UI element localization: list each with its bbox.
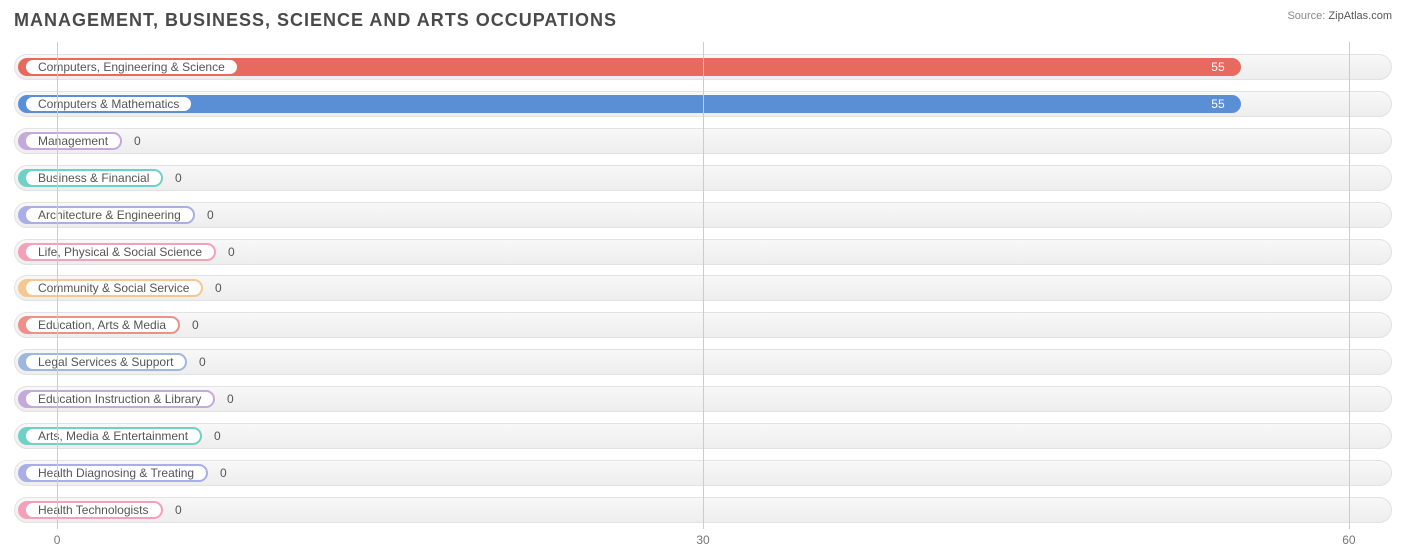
category-label-pill: Health Technologists bbox=[24, 501, 163, 519]
category-label-pill: Education Instruction & Library bbox=[24, 390, 215, 408]
category-label-pill: Computers & Mathematics bbox=[24, 95, 193, 113]
bar-value: 0 bbox=[175, 165, 182, 191]
source-attribution: Source: ZipAtlas.com bbox=[1287, 10, 1392, 22]
chart-area: Computers, Engineering & Science55Comput… bbox=[14, 42, 1392, 529]
bar-value: 0 bbox=[227, 386, 234, 412]
bar-value: 0 bbox=[220, 460, 227, 486]
category-label-pill: Business & Financial bbox=[24, 169, 163, 187]
category-label-pill: Education, Arts & Media bbox=[24, 316, 180, 334]
bar-value: 0 bbox=[192, 312, 199, 338]
category-label-pill: Health Diagnosing & Treating bbox=[24, 464, 208, 482]
x-axis-tick-label: 0 bbox=[54, 533, 61, 547]
x-axis-tick-label: 60 bbox=[1342, 533, 1355, 547]
x-axis-labels: 0 30 60 bbox=[14, 533, 1392, 551]
bar-value: 55 bbox=[1211, 54, 1224, 80]
category-label-pill: Community & Social Service bbox=[24, 279, 203, 297]
bar-fill bbox=[18, 95, 1241, 113]
category-label-pill: Legal Services & Support bbox=[24, 353, 187, 371]
bar-value: 55 bbox=[1211, 91, 1224, 117]
gridline bbox=[1349, 42, 1350, 529]
bar-value: 0 bbox=[228, 239, 235, 265]
source-label: Source: bbox=[1287, 10, 1325, 22]
plot-area: Computers, Engineering & Science55Comput… bbox=[14, 42, 1392, 529]
bar-value: 0 bbox=[134, 128, 141, 154]
x-axis-tick-label: 30 bbox=[696, 533, 709, 547]
chart-container: MANAGEMENT, BUSINESS, SCIENCE AND ARTS O… bbox=[0, 0, 1406, 559]
bar-value: 0 bbox=[207, 202, 214, 228]
bar-value: 0 bbox=[215, 275, 222, 301]
bar-value: 0 bbox=[199, 349, 206, 375]
category-label-pill: Life, Physical & Social Science bbox=[24, 243, 216, 261]
bar-value: 0 bbox=[214, 423, 221, 449]
chart-title: MANAGEMENT, BUSINESS, SCIENCE AND ARTS O… bbox=[14, 10, 1392, 31]
gridline bbox=[57, 42, 58, 529]
gridline bbox=[703, 42, 704, 529]
source-site: ZipAtlas.com bbox=[1328, 10, 1392, 22]
category-label-pill: Management bbox=[24, 132, 122, 150]
category-label-pill: Architecture & Engineering bbox=[24, 206, 195, 224]
bar-value: 0 bbox=[175, 497, 182, 523]
category-label-pill: Arts, Media & Entertainment bbox=[24, 427, 202, 445]
